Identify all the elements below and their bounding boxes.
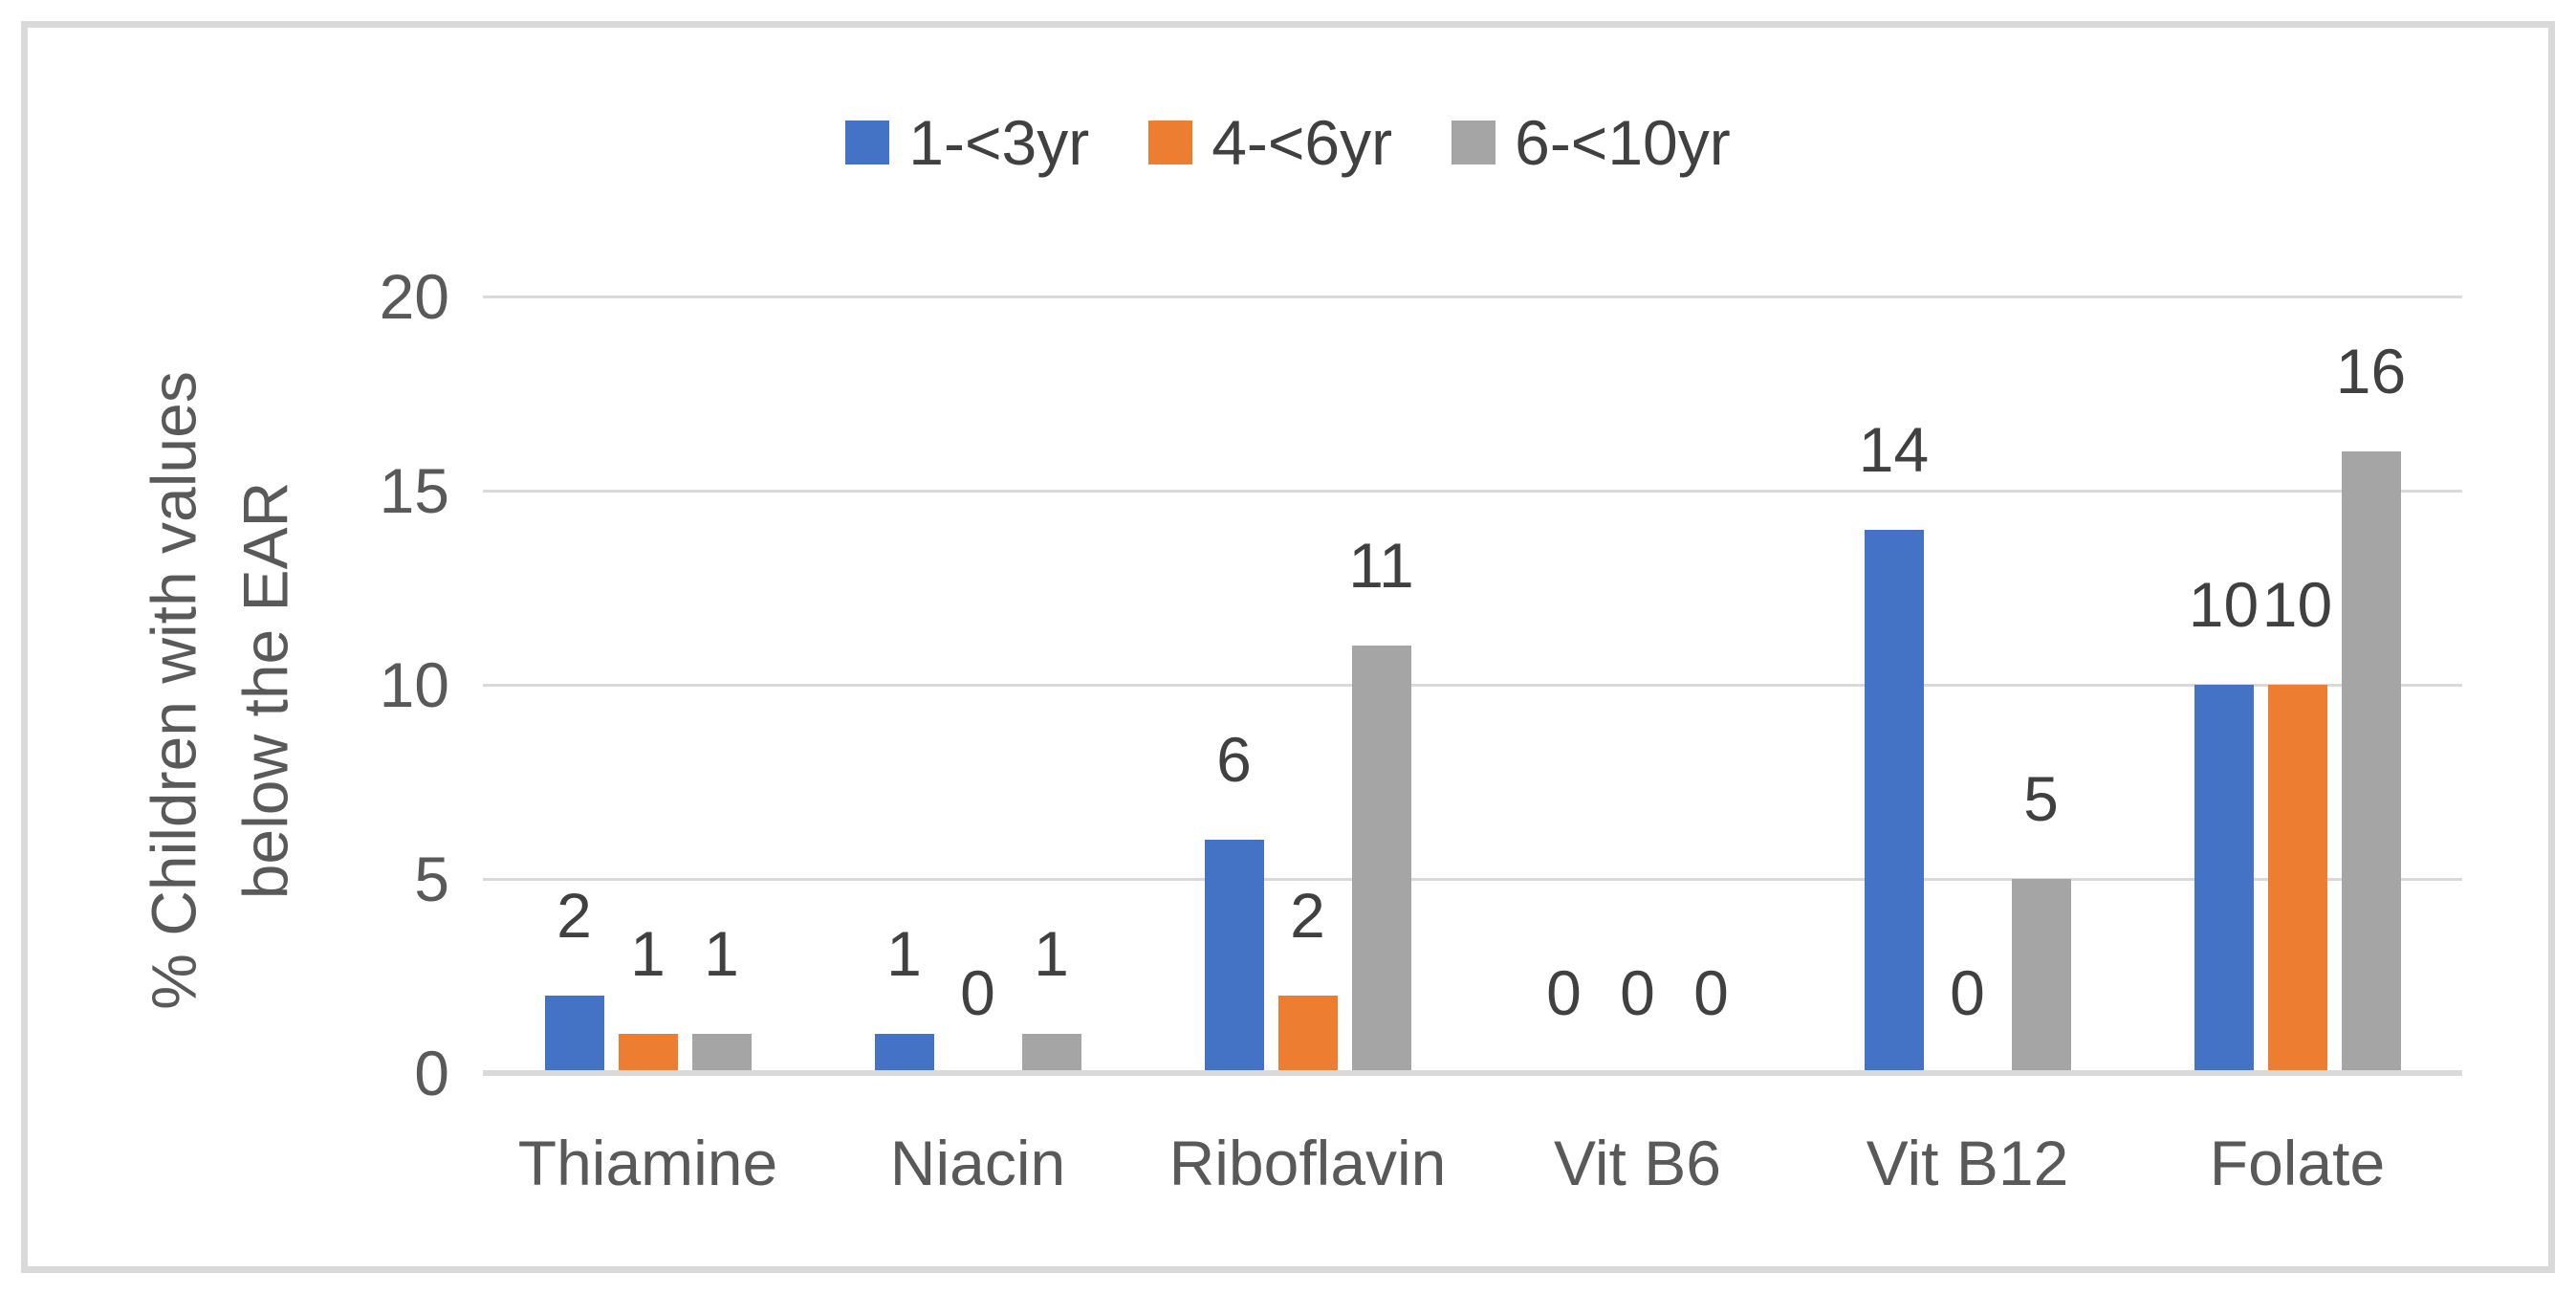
y-tick-label: 0 <box>414 1038 449 1108</box>
bar-6-<10yr-Vit B12 <box>2011 879 2071 1070</box>
bar-6-<10yr-Thiamine <box>691 1034 752 1070</box>
grid-line <box>483 490 2462 493</box>
legend: 1-<3yr 4-<6yr 6-<10yr <box>0 101 2576 184</box>
y-tick-label: 15 <box>379 455 449 526</box>
data-label: 1 <box>886 918 922 990</box>
bar-4-<6yr-Riboflavin <box>1277 995 1338 1070</box>
x-category-label: Riboflavin <box>1168 1128 1447 1198</box>
x-category-label: Vit B6 <box>1554 1128 1721 1198</box>
data-label: 0 <box>1546 957 1582 1028</box>
y-tick-label: 10 <box>379 649 449 720</box>
data-label: 11 <box>1348 530 1414 602</box>
bar-1-<3yr-Folate <box>2194 685 2254 1070</box>
data-label: 1 <box>1034 918 1069 990</box>
legend-swatch-icon <box>1148 121 1193 164</box>
data-label: 10 <box>2188 569 2259 640</box>
legend-item: 4-<6yr <box>1148 111 1392 174</box>
bar-6-<10yr-Niacin <box>1021 1034 1081 1070</box>
legend-item: 6-<10yr <box>1452 111 1731 174</box>
bar-1-<3yr-Thiamine <box>544 995 604 1070</box>
legend-label: 6-<10yr <box>1515 107 1731 178</box>
grid-line <box>483 296 2462 298</box>
bar-1-<3yr-Niacin <box>874 1034 934 1070</box>
data-label: 0 <box>960 957 995 1028</box>
y-tick-label: 20 <box>379 261 449 332</box>
data-label: 6 <box>1216 724 1252 796</box>
legend-swatch-icon <box>845 121 890 164</box>
data-label: 1 <box>704 918 739 990</box>
data-label: 2 <box>557 879 592 951</box>
data-label: 0 <box>1693 957 1729 1028</box>
data-label: 10 <box>2261 569 2333 640</box>
data-label: 2 <box>1290 879 1325 951</box>
bar-1-<3yr-Vit B12 <box>1864 529 1924 1070</box>
bar-6-<10yr-Folate <box>2341 451 2401 1070</box>
grid-line <box>483 878 2462 881</box>
data-label: 1 <box>630 918 666 990</box>
x-category-label: Vit B12 <box>1866 1128 2069 1198</box>
y-tick-label: 5 <box>414 844 449 914</box>
bar-1-<3yr-Riboflavin <box>1204 840 1264 1070</box>
bar-4-<6yr-Folate <box>2267 685 2327 1070</box>
y-axis-title-line-1: % Children with values <box>138 371 209 1010</box>
legend-item: 1-<3yr <box>845 111 1089 174</box>
x-category-label: Folate <box>2209 1128 2386 1198</box>
data-label: 0 <box>1620 957 1655 1028</box>
bar-4-<6yr-Thiamine <box>618 1034 678 1070</box>
legend-label: 4-<6yr <box>1212 107 1393 178</box>
grid-line <box>483 684 2462 687</box>
legend-swatch-icon <box>1452 121 1496 164</box>
data-label: 0 <box>1950 957 1985 1028</box>
x-category-label: Thiamine <box>517 1128 778 1198</box>
data-label: 16 <box>2335 336 2407 407</box>
data-label: 5 <box>2023 763 2059 834</box>
x-category-label: Niacin <box>889 1128 1066 1198</box>
bar-6-<10yr-Riboflavin <box>1351 646 1411 1070</box>
data-label: 14 <box>1858 413 1930 485</box>
legend-label: 1-<3yr <box>908 107 1090 178</box>
x-axis-line <box>483 1070 2462 1076</box>
